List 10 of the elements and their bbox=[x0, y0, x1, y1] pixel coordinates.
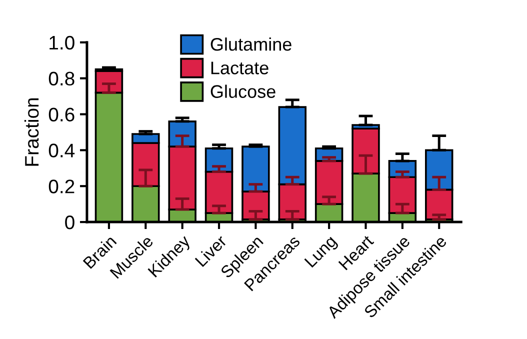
y-axis-title: Fraction bbox=[24, 98, 39, 166]
y-tick-label: 0.4 bbox=[48, 144, 75, 158]
y-tick-label: 0.2 bbox=[48, 180, 74, 194]
y-tick-label: 0 bbox=[65, 216, 74, 230]
y-tick-label: 1.0 bbox=[50, 36, 74, 50]
y-tick-label: 0.8 bbox=[48, 72, 74, 86]
legend-label: Glutamine bbox=[210, 37, 292, 51]
legend-label: Lactate bbox=[211, 62, 268, 74]
y-tick-label: 0.6 bbox=[48, 108, 74, 122]
legend-label: Glucose bbox=[210, 84, 276, 98]
